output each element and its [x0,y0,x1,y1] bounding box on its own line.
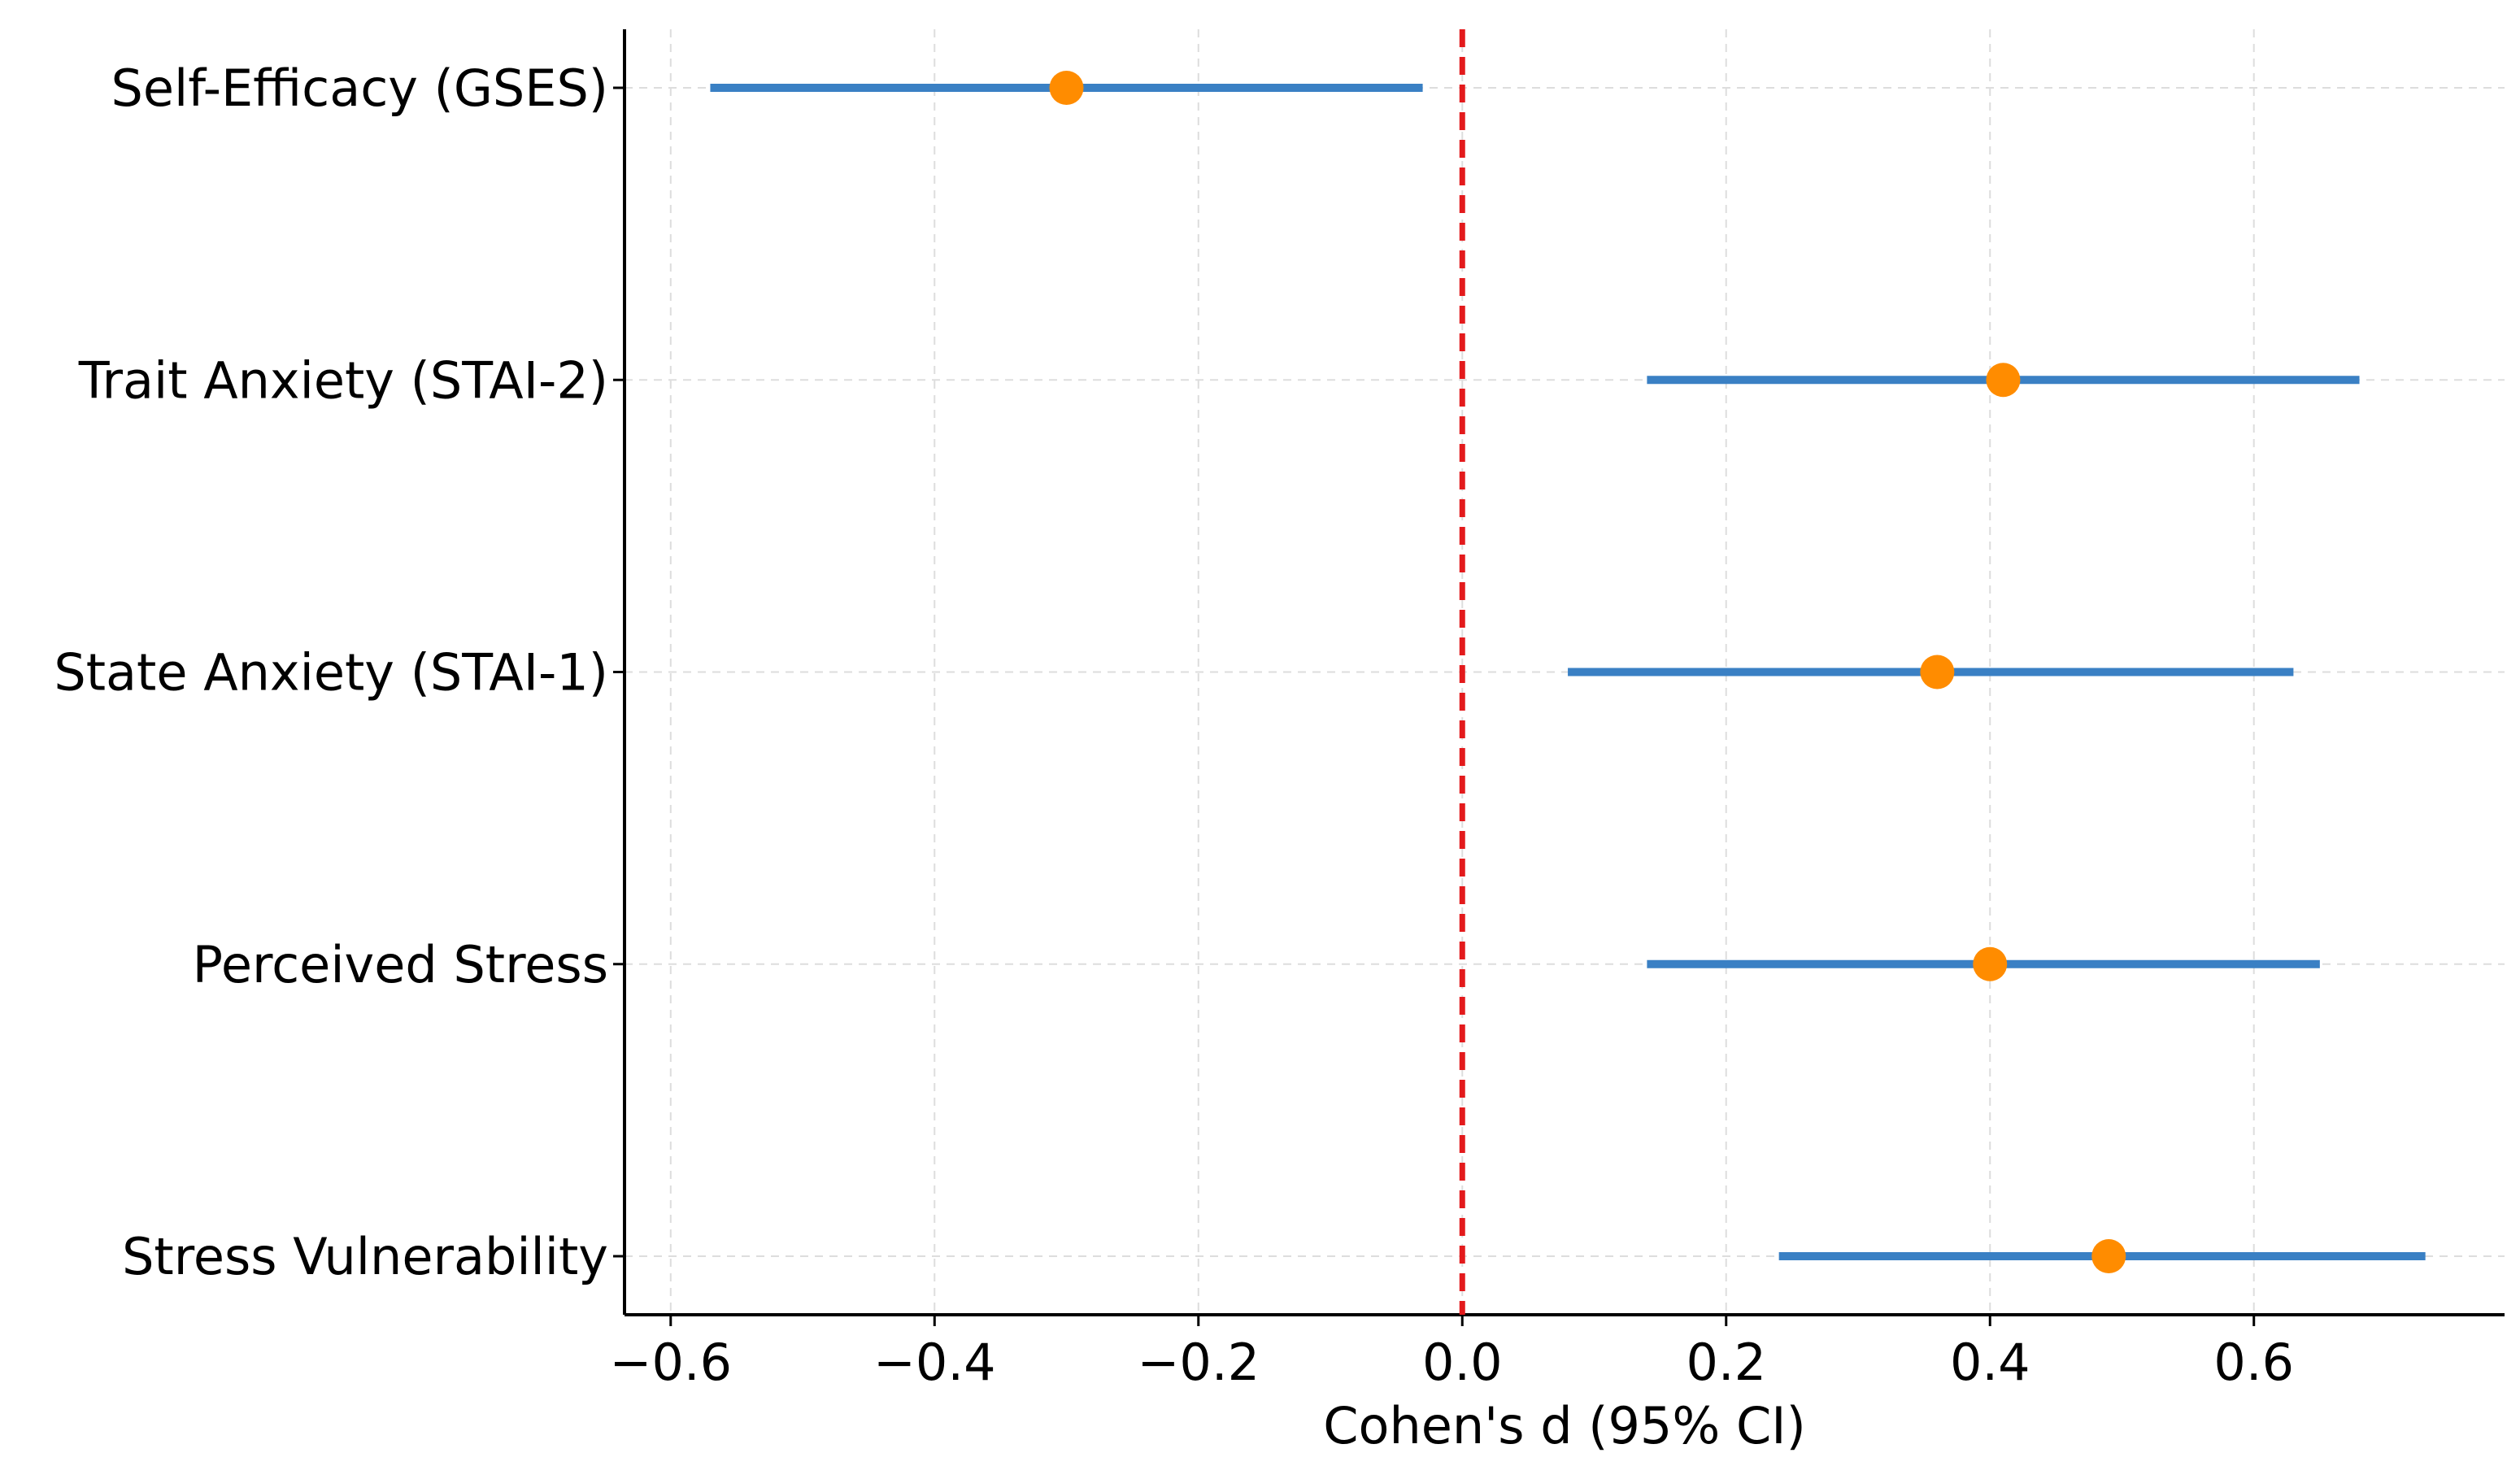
ticks-layer: −0.6 −0.4 −0.2 0.0 0.2 0.4 0.6 Self-Efficacy (G… [54,59,2294,1392]
effect-point [1920,655,1955,689]
effect-point [1973,946,2008,981]
marks-layer [710,71,2426,1273]
x-tick-label: −0.6 [610,1333,733,1392]
effect-point [2091,1239,2126,1273]
x-tick-label: 0.4 [1950,1333,2030,1392]
x-tick-label: −0.2 [1137,1333,1260,1392]
x-tick-label: −0.4 [873,1333,996,1392]
y-tick-label: Perceived Stress [193,935,608,994]
y-tick-label: Trait Anxiety (STAI-2) [78,350,608,410]
x-axis-label: Cohen's d (95% CI) [1323,1396,1806,1455]
y-tick-label: Stress Vulnerability [122,1227,608,1286]
effect-point [1049,71,1084,105]
x-tick-label: 0.0 [1422,1333,1503,1392]
y-tick-label: Self-Efficacy (GSES) [111,59,608,118]
x-tick-label: 0.2 [1686,1333,1766,1392]
y-tick-label: State Anxiety (STAI-1) [54,643,608,703]
x-tick-label: 0.6 [2213,1333,2294,1392]
effect-point [1986,363,2021,398]
